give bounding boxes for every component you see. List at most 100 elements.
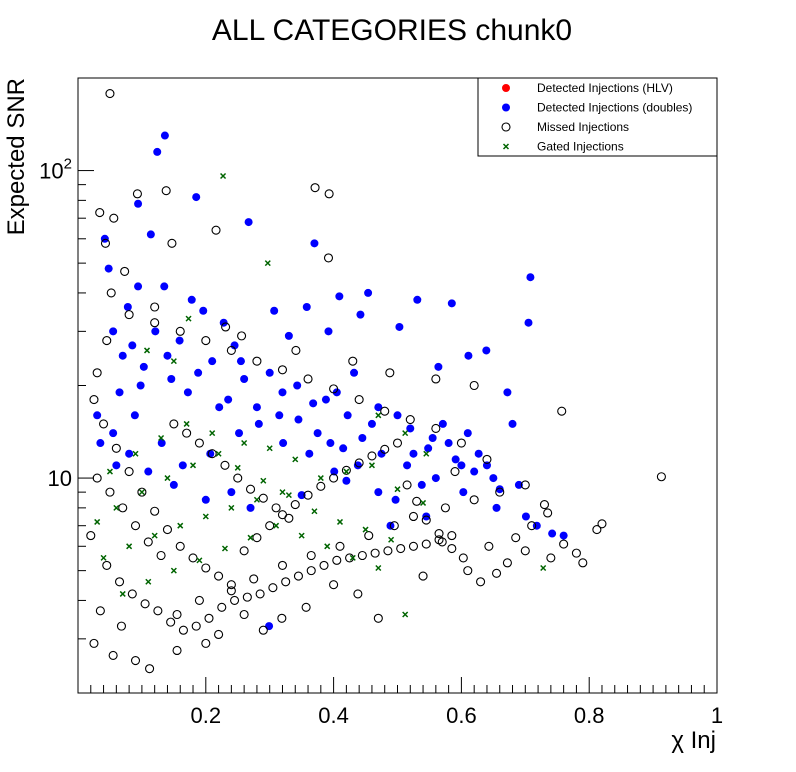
gated-point xyxy=(247,534,254,541)
gated-point xyxy=(336,518,344,525)
missed-point xyxy=(405,414,415,425)
doubles-point xyxy=(302,303,311,312)
gated-point xyxy=(264,260,271,267)
gated-point xyxy=(394,486,401,493)
doubles-point xyxy=(482,346,491,355)
missed-point xyxy=(353,589,363,599)
missed-point xyxy=(389,521,399,531)
doubles-point xyxy=(146,230,155,239)
missed-point xyxy=(211,225,221,235)
missed-point xyxy=(239,546,249,556)
missed-point xyxy=(89,638,99,648)
doubles-point xyxy=(284,331,293,340)
doubles-point xyxy=(104,264,113,273)
missed-point xyxy=(109,213,119,223)
doubles-point xyxy=(265,622,274,631)
missed-point xyxy=(367,451,377,461)
missed-point xyxy=(175,541,185,551)
missed-point xyxy=(284,513,294,523)
missed-point xyxy=(402,480,412,490)
doubles-point xyxy=(252,403,261,412)
legend-marker xyxy=(501,122,511,132)
gated-point xyxy=(94,518,101,525)
chart-title: ALL CATEGORIES chunk0 xyxy=(212,14,572,47)
missed-point xyxy=(258,625,268,635)
doubles-point xyxy=(115,388,124,397)
missed-point xyxy=(201,336,211,346)
missed-point xyxy=(105,487,115,497)
missed-point xyxy=(495,487,505,497)
doubles-point xyxy=(278,388,287,397)
missed-point xyxy=(237,331,247,341)
gated-point xyxy=(311,508,318,515)
doubles-point xyxy=(175,336,184,345)
doubles-point xyxy=(93,411,102,420)
doubles-point xyxy=(144,467,153,476)
doubles-point xyxy=(109,327,118,336)
missed-point xyxy=(108,650,118,660)
missed-point xyxy=(511,533,521,543)
missed-point xyxy=(214,571,224,581)
y-tick-label-exponent: 2 xyxy=(64,156,72,173)
doubles-point xyxy=(459,488,468,497)
missed-point xyxy=(226,345,236,356)
missed-point xyxy=(95,208,105,218)
missed-point xyxy=(124,467,134,477)
missed-point xyxy=(502,558,512,568)
gated-point xyxy=(343,468,350,475)
missed-point xyxy=(293,571,304,581)
doubles-point xyxy=(112,461,121,470)
y-tick-label: 102 xyxy=(39,156,72,184)
y-axis-label: Expected SNR xyxy=(3,78,30,235)
doubles-point xyxy=(438,419,447,428)
doubles-point xyxy=(417,480,426,489)
doubles-point xyxy=(109,429,118,438)
missed-point xyxy=(277,560,288,570)
missed-point xyxy=(214,629,224,640)
doubles-point xyxy=(343,411,352,420)
gated-point xyxy=(202,513,209,520)
missed-point xyxy=(310,183,320,193)
missed-point xyxy=(434,529,444,539)
missed-point xyxy=(130,521,141,531)
missed-point xyxy=(434,535,444,545)
doubles-point xyxy=(409,449,418,458)
missed-point xyxy=(172,609,182,620)
missed-point xyxy=(578,558,588,568)
doubles-point xyxy=(358,433,367,442)
doubles-point xyxy=(548,529,557,538)
missed-point xyxy=(175,326,185,336)
gated-point xyxy=(228,504,235,511)
doubles-point xyxy=(339,444,348,453)
gated-point xyxy=(279,489,286,496)
missed-point xyxy=(329,384,339,394)
doubles-point xyxy=(151,327,160,336)
missed-point xyxy=(335,541,345,551)
missed-point xyxy=(323,253,334,263)
doubles-point xyxy=(123,303,132,312)
missed-point xyxy=(450,467,460,477)
gated-point xyxy=(273,522,280,529)
missed-point xyxy=(102,560,112,570)
missed-point xyxy=(220,460,230,470)
doubles-point xyxy=(134,199,143,208)
gated-point xyxy=(143,347,151,354)
missed-point xyxy=(597,519,607,529)
gated-point xyxy=(126,543,133,550)
gated-point xyxy=(170,358,177,365)
missed-point xyxy=(106,288,116,298)
legend-marker xyxy=(502,103,510,112)
missed-point xyxy=(329,580,339,590)
missed-point xyxy=(364,531,374,541)
legend-label: Gated Injections xyxy=(537,140,624,154)
doubles-point xyxy=(364,288,373,297)
x-tick-label: 0.2 xyxy=(191,703,222,728)
missed-point xyxy=(153,606,163,616)
doubles-point xyxy=(254,419,263,428)
doubles-point xyxy=(463,429,472,438)
doubles-point xyxy=(451,455,460,464)
missed-point xyxy=(277,613,287,623)
gated-point xyxy=(189,462,197,469)
doubles-point xyxy=(227,488,236,497)
missed-point xyxy=(303,490,313,500)
